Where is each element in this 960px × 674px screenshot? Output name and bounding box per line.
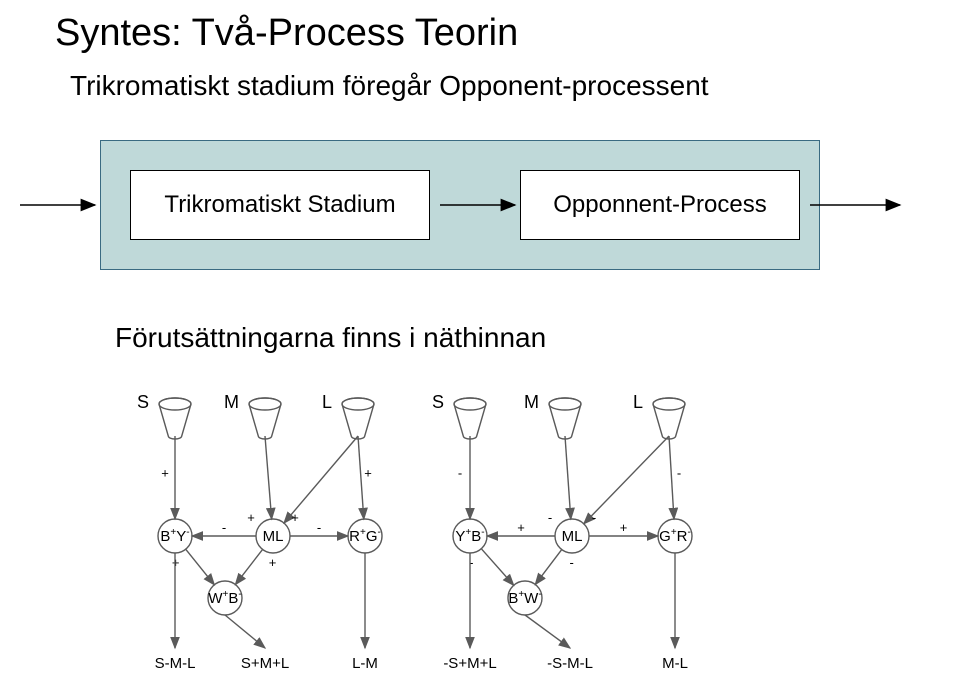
svg-text:+: + [291, 510, 299, 525]
svg-text:-: - [317, 520, 321, 535]
svg-text:+: + [161, 466, 169, 481]
svg-text:R+G-: R+G- [349, 527, 381, 545]
flow-stage-box: Trikromatiskt Stadium [130, 170, 430, 240]
svg-text:B+W-: B+W- [508, 589, 541, 607]
svg-text:-S-M-L: -S-M-L [547, 655, 593, 672]
svg-text:L-M: L-M [352, 655, 378, 672]
svg-text:L: L [633, 392, 643, 412]
svg-text:-: - [222, 520, 226, 535]
svg-text:S: S [137, 392, 149, 412]
svg-text:+: + [517, 520, 525, 535]
svg-text:-: - [677, 466, 681, 481]
retina-caption: Förutsättningarna finns i näthinnan [115, 322, 546, 354]
slide-subtitle: Trikromatiskt stadium föregår Opponent-p… [70, 70, 709, 102]
svg-text:ML: ML [562, 528, 583, 545]
svg-text:+: + [172, 555, 180, 570]
svg-text:+: + [364, 466, 372, 481]
svg-text:Y+B-: Y+B- [455, 527, 484, 545]
svg-text:L: L [322, 392, 332, 412]
svg-text:W+B-: W+B- [208, 589, 241, 607]
svg-text:ML: ML [263, 528, 284, 545]
svg-text:S: S [432, 392, 444, 412]
svg-text:-: - [592, 510, 596, 525]
retina-diagram: SMLSMLB+Y-MLR+G-W+B-Y+B-MLG+R-B+W-++--++… [75, 378, 775, 674]
svg-text:S-M-L: S-M-L [155, 655, 196, 672]
svg-text:M-L: M-L [662, 655, 688, 672]
flow-stage-label: Trikromatiskt Stadium [164, 191, 395, 219]
flow-stage-box: Opponnent-Process [520, 170, 800, 240]
svg-text:-: - [458, 466, 462, 481]
svg-text:G+R-: G+R- [659, 527, 691, 545]
svg-text:-: - [548, 510, 552, 525]
svg-text:-: - [469, 555, 473, 570]
svg-text:-: - [570, 555, 574, 570]
svg-text:+: + [247, 510, 255, 525]
slide-title: Syntes: Två-Process Teorin [55, 12, 518, 55]
svg-text:B+Y-: B+Y- [160, 527, 189, 545]
svg-text:M: M [224, 392, 239, 412]
svg-text:S+M+L: S+M+L [241, 655, 289, 672]
flow-stage-label: Opponnent-Process [553, 191, 766, 219]
svg-text:-S+M+L: -S+M+L [443, 655, 496, 672]
svg-text:M: M [524, 392, 539, 412]
svg-text:+: + [269, 555, 277, 570]
svg-text:+: + [620, 520, 628, 535]
